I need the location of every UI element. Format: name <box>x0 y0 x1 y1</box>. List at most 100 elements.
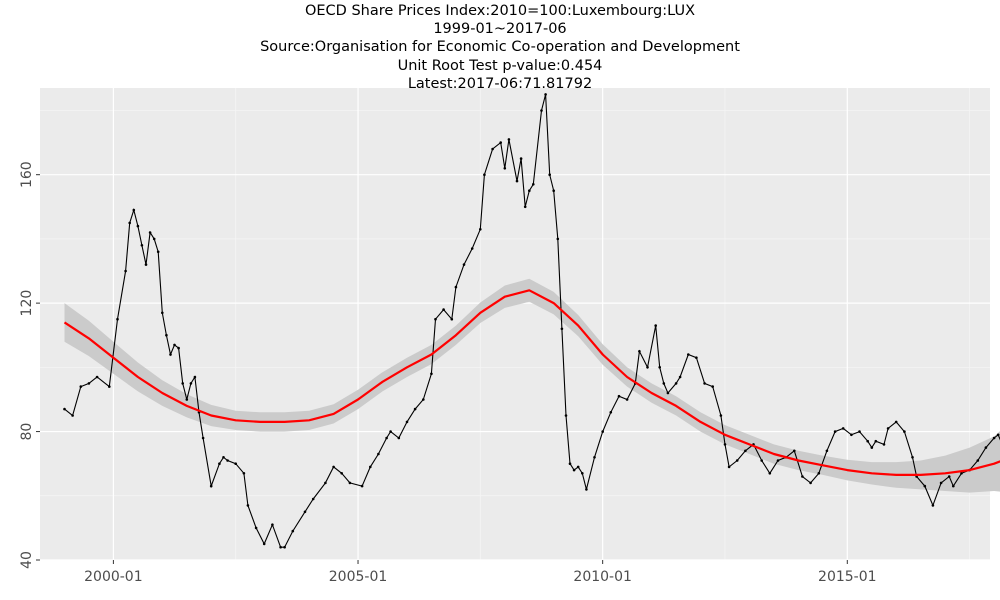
y-tick-label: 40 <box>19 551 35 569</box>
series-point <box>654 324 657 327</box>
series-point <box>564 414 568 417</box>
series-point <box>858 430 861 433</box>
y-tick-label: 160 <box>19 161 35 188</box>
series-point <box>144 263 148 266</box>
series-point <box>711 385 714 388</box>
series-point <box>801 475 804 478</box>
series-point <box>332 465 335 469</box>
series-point <box>169 353 172 356</box>
series-point <box>939 481 943 485</box>
series-point <box>911 456 914 459</box>
series-point <box>519 157 523 160</box>
series-point <box>760 459 763 462</box>
series-point <box>132 208 136 212</box>
series-point <box>585 488 588 491</box>
series-point <box>528 189 531 192</box>
series-point <box>385 436 388 440</box>
series-point <box>311 497 315 501</box>
series-point <box>674 382 678 385</box>
series-point <box>825 449 829 453</box>
series-point <box>340 472 344 475</box>
series-point <box>793 449 796 453</box>
x-tick-label: 2010-01 <box>573 569 632 585</box>
series-point <box>503 167 507 170</box>
x-tick-label: 2000-01 <box>84 569 143 585</box>
series-point <box>960 472 963 475</box>
series-point <box>678 375 682 379</box>
series-point <box>507 138 511 141</box>
series-point <box>866 439 869 443</box>
series-point <box>572 468 576 472</box>
series-point <box>833 430 837 433</box>
smooth-confidence-band <box>64 278 1000 493</box>
series-point <box>218 462 221 466</box>
series-point <box>976 459 980 462</box>
series-point <box>625 398 629 401</box>
series-point <box>703 382 706 385</box>
series-point <box>360 484 364 488</box>
series-point <box>617 394 621 398</box>
series-point <box>996 433 1000 437</box>
series-point <box>161 311 164 315</box>
y-tick-label: 80 <box>19 423 35 441</box>
series-point <box>262 542 266 546</box>
series-point <box>523 205 527 209</box>
series-point <box>405 420 409 424</box>
series-point <box>136 224 140 228</box>
series-point <box>515 179 519 183</box>
plot-panel <box>40 88 990 560</box>
smooth-trend-line <box>63 289 1000 476</box>
series-point <box>479 228 482 231</box>
series-point <box>662 382 666 385</box>
series-point <box>687 353 690 356</box>
series-point <box>177 346 180 350</box>
series-point <box>181 382 184 385</box>
series-point <box>894 420 898 424</box>
series-point <box>254 526 258 530</box>
series-point <box>568 462 572 466</box>
series-point <box>544 93 547 96</box>
series-point <box>768 472 772 475</box>
series-point <box>422 398 425 401</box>
series-point <box>581 472 584 475</box>
series-point <box>470 247 474 250</box>
series-point <box>695 356 698 360</box>
series-point <box>95 375 99 379</box>
series-point <box>156 250 160 254</box>
series-point <box>71 414 74 417</box>
chart-unit-root: Unit Root Test p-value:0.454 <box>397 57 603 74</box>
series-point <box>658 366 661 369</box>
y-tick-label: 120 <box>19 290 35 317</box>
series-point <box>324 481 327 485</box>
series-point <box>809 481 812 485</box>
series-point <box>776 459 780 462</box>
series-point <box>430 372 433 376</box>
chart-title: OECD Share Prices Index:2010=100:Luxembo… <box>304 3 696 19</box>
series-point <box>874 439 878 443</box>
series-point <box>719 414 723 417</box>
series-point <box>532 183 535 186</box>
series-point <box>947 475 951 478</box>
series-point <box>744 449 747 453</box>
series-point <box>850 433 853 437</box>
series-point <box>165 333 168 337</box>
series-point <box>271 523 274 526</box>
series-point <box>601 430 604 433</box>
chart-date-range: 1999-01~2017-06 <box>433 21 567 38</box>
series-point <box>462 263 466 266</box>
series-point <box>886 427 890 430</box>
series-point <box>646 366 649 369</box>
series-point <box>903 430 906 433</box>
x-tick-label: 2005-01 <box>329 569 388 585</box>
series-point <box>560 327 564 331</box>
series-point <box>931 504 935 507</box>
series-point <box>556 237 560 241</box>
series-point <box>303 510 307 514</box>
series-point <box>279 545 282 549</box>
series-point <box>450 317 454 321</box>
series-point <box>242 472 246 475</box>
series-point <box>434 317 437 321</box>
series-point <box>397 436 401 440</box>
series-point <box>108 385 111 388</box>
